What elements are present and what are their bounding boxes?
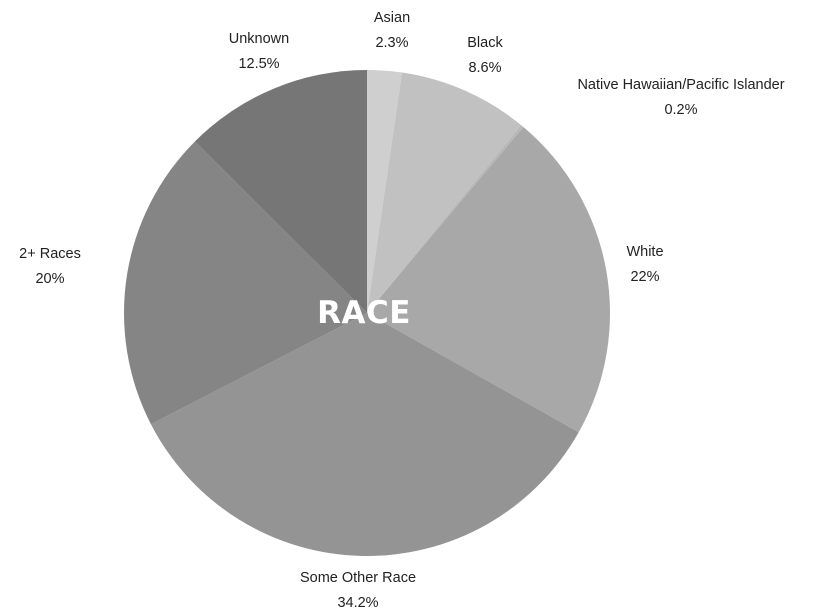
slice-value-label: 0.2% [664,102,697,118]
pie-slice-white [367,126,611,433]
slice-value-label: 34.2% [337,595,378,611]
pie-slices [124,69,611,557]
slice-label: Black [467,35,503,51]
slice-value-label: 8.6% [468,60,501,76]
slice-labels: Asian 2.3% Black 8.6% Native Hawaiian/Pacifi… [19,10,785,611]
pie-slice-unknown [194,69,367,313]
pie-slice-some-other-race [150,313,579,557]
slice-label: Asian [374,10,410,26]
slice-label: Native Hawaiian/Pacific Islander [577,77,784,93]
pie-slice-black [367,72,521,313]
slice-label: White [626,244,663,260]
slice-value-label: 12.5% [238,56,279,72]
slice-value-label: 2.3% [375,35,408,51]
slice-label: 2+ Races [19,246,81,262]
slice-label: Some Other Race [300,570,416,586]
pie-slice-2-races [124,141,367,425]
slice-label: Unknown [229,31,289,47]
slice-value-label: 22% [630,269,659,285]
pie-slice-asian [367,70,403,313]
pie-slice-native-hawaiian-pacific-islander [367,125,524,313]
slice-value-label: 20% [35,271,64,287]
chart-center-title: RACE [317,295,411,331]
